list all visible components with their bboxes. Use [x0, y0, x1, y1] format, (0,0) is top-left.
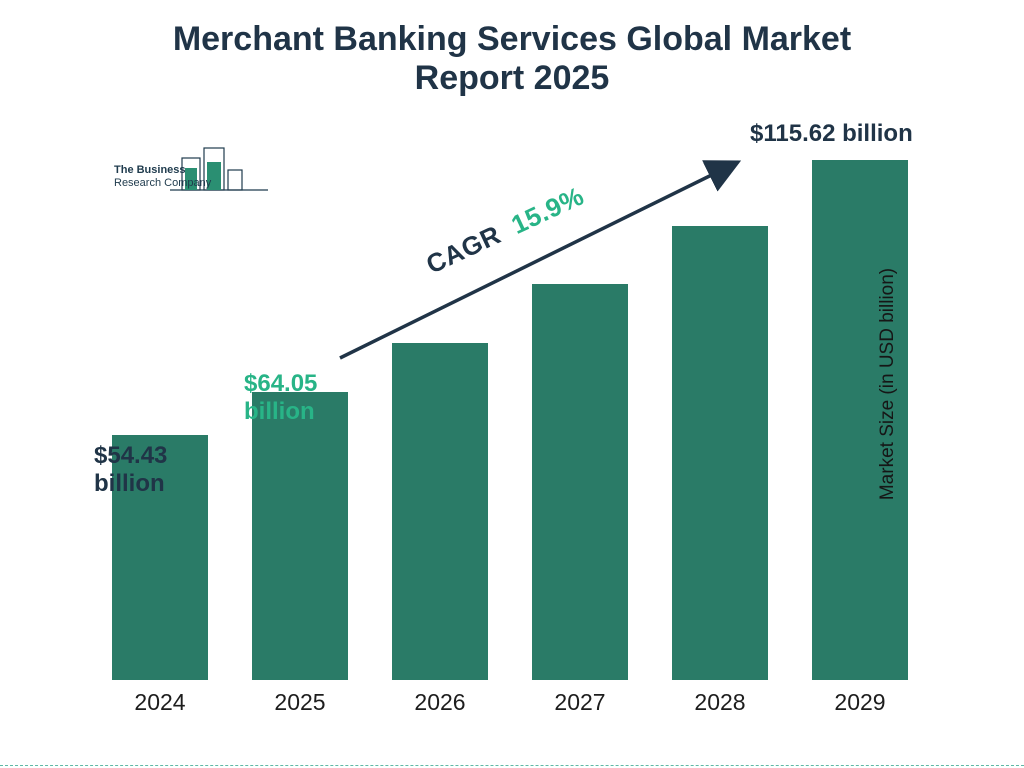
bar-2027	[532, 284, 628, 680]
xtick-2025: 2025	[230, 689, 370, 716]
chart-title: Merchant Banking Services Global Market …	[0, 20, 1024, 98]
bar-2025	[252, 392, 348, 680]
bar-2028	[672, 226, 768, 681]
xtick-2024: 2024	[90, 689, 230, 716]
value-label-1: $64.05billion	[244, 370, 317, 425]
xtick-2029: 2029	[790, 689, 930, 716]
title-line2: Report 2025	[415, 59, 610, 97]
bottom-dashed-line	[0, 765, 1024, 766]
title-line1: Merchant Banking Services Global Market	[173, 20, 851, 58]
y-axis-label: Market Size (in USD billion)	[877, 268, 899, 500]
chart-container: Merchant Banking Services Global Market …	[0, 0, 1024, 768]
xtick-2026: 2026	[370, 689, 510, 716]
value-label-0: $54.43billion	[94, 442, 167, 497]
value-label-2: $115.62 billion	[750, 120, 913, 148]
bar-2026	[392, 343, 488, 681]
xtick-2028: 2028	[650, 689, 790, 716]
xtick-2027: 2027	[510, 689, 650, 716]
